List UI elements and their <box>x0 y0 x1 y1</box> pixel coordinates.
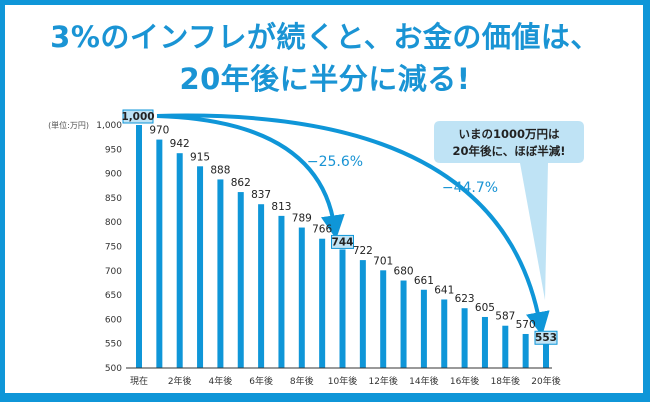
y-tick-label: 500 <box>105 364 122 374</box>
callout-bubble <box>434 121 584 300</box>
x-tick-label: 6年後 <box>249 375 273 387</box>
bar <box>237 192 244 368</box>
chart-title-line1: 3%のインフレが続くと、お金の価値は、 <box>50 20 600 54</box>
callout-line2: 20年後に、ほぼ半減! <box>453 144 566 158</box>
bar <box>502 325 509 368</box>
bar <box>339 249 346 368</box>
chart-title-line2: 20年後に半分に減る! <box>179 62 471 96</box>
y-tick-label: 650 <box>105 291 122 301</box>
value-label-highlighted: 553 <box>535 332 557 344</box>
bar <box>441 299 448 368</box>
bar <box>522 333 529 368</box>
value-label: 722 <box>353 245 373 257</box>
y-tick-label: 800 <box>105 218 122 228</box>
value-label: 641 <box>434 284 454 296</box>
x-tick-label: 10年後 <box>328 375 357 387</box>
x-tick-label: 現在 <box>130 375 148 387</box>
value-label: 970 <box>149 125 169 137</box>
value-label: 701 <box>373 255 393 267</box>
x-tick-label: 14年後 <box>409 375 438 387</box>
y-tick-label: 900 <box>105 170 122 180</box>
value-label: 661 <box>414 275 434 287</box>
y-tick-label: 850 <box>105 194 122 204</box>
arrow-to-10-years <box>156 114 345 240</box>
value-label: 570 <box>516 319 536 331</box>
bar <box>319 238 326 368</box>
bar <box>359 260 366 368</box>
bar <box>461 308 468 368</box>
bar <box>258 204 265 368</box>
value-label: 789 <box>292 213 312 225</box>
x-tick-label: 4年後 <box>209 375 233 387</box>
bar <box>278 215 285 368</box>
x-tick-label: 2年後 <box>168 375 192 387</box>
value-label-highlighted: 744 <box>332 236 354 248</box>
x-tick-label: 18年後 <box>491 375 520 387</box>
x-tick-label: 12年後 <box>368 375 397 387</box>
value-label: 862 <box>231 177 251 189</box>
x-tick-label: 8年後 <box>290 375 314 387</box>
value-label: 587 <box>495 311 515 323</box>
highlight-box <box>331 234 354 249</box>
callout-line1: いまの1000万円は <box>458 127 560 141</box>
highlight-box <box>534 330 558 345</box>
bar <box>298 227 305 368</box>
bar <box>136 125 142 368</box>
value-label: 915 <box>190 151 210 163</box>
value-label: 766 <box>312 224 332 236</box>
y-tick-label: 750 <box>105 243 122 253</box>
annotation-20-years: −44.7% <box>442 180 498 196</box>
highlight-box <box>122 109 154 124</box>
value-label: 605 <box>475 302 495 314</box>
annotation-10-years: −25.6% <box>307 154 363 170</box>
bar <box>543 342 549 368</box>
value-label: 837 <box>251 189 271 201</box>
y-axis-unit-label: (単位:万円) <box>48 120 89 130</box>
value-label-highlighted: 1,000 <box>121 111 154 123</box>
bar <box>197 166 204 368</box>
x-tick-label: 20年後 <box>531 375 560 387</box>
value-label: 813 <box>271 201 291 213</box>
bar <box>481 316 488 368</box>
y-tick-label: 1,000 <box>96 121 122 131</box>
value-label: 680 <box>394 266 414 278</box>
y-tick-label: 700 <box>105 267 122 277</box>
bar <box>420 289 427 368</box>
bar <box>400 280 407 368</box>
y-tick-label: 600 <box>105 315 122 325</box>
value-label: 888 <box>210 164 230 176</box>
bar <box>176 153 183 368</box>
bar <box>156 139 163 368</box>
y-tick-label: 950 <box>105 145 122 155</box>
value-label: 942 <box>170 138 190 150</box>
bar <box>380 270 387 368</box>
bar <box>217 179 224 368</box>
y-tick-label: 550 <box>105 340 122 350</box>
arrow-to-20-years <box>156 113 550 337</box>
value-label: 623 <box>455 293 475 305</box>
x-tick-label: 16年後 <box>450 375 479 387</box>
